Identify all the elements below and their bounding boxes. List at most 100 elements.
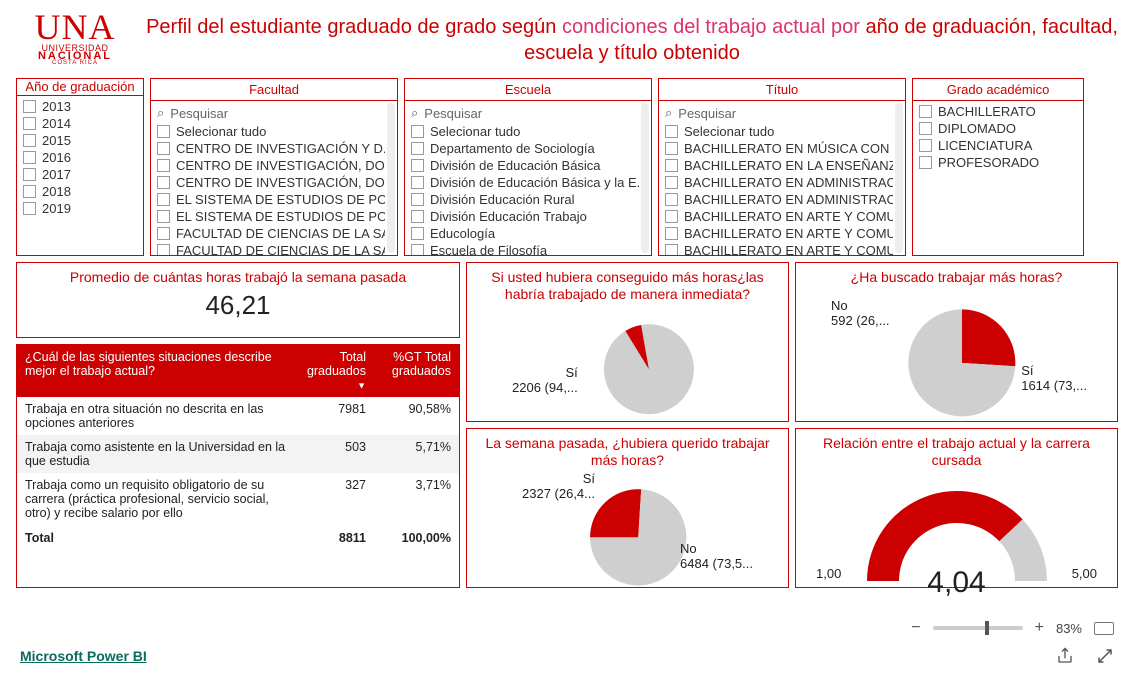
filter-facultad[interactable]: Facultad ⌕PesquisarSelecionar tudoCENTRO…: [150, 78, 398, 256]
checkbox-icon[interactable]: [157, 142, 170, 155]
checkbox-icon[interactable]: [23, 185, 36, 198]
pie-more-hours-immediate: Si usted hubiera conseguido más horas¿la…: [466, 262, 789, 422]
list-item[interactable]: 2015: [21, 132, 139, 149]
list-item[interactable]: BACHILLERATO EN ARTE Y COMUNI...: [663, 242, 893, 255]
checkbox-icon[interactable]: [157, 227, 170, 240]
list-item[interactable]: 2018: [21, 183, 139, 200]
checkbox-icon[interactable]: [665, 193, 678, 206]
list-item[interactable]: Educología: [409, 225, 639, 242]
search-input[interactable]: ⌕Pesquisar: [409, 103, 639, 123]
list-item[interactable]: FACULTAD DE CIENCIAS DE LA SA...: [155, 225, 385, 242]
checkbox-icon[interactable]: [23, 134, 36, 147]
search-input[interactable]: ⌕Pesquisar: [155, 103, 385, 123]
list-item[interactable]: División de Educación Básica y la E...: [409, 174, 639, 191]
checkbox-icon[interactable]: [23, 202, 36, 215]
zoom-out[interactable]: −: [911, 619, 920, 637]
checkbox-icon[interactable]: [157, 210, 170, 223]
checkbox-icon[interactable]: [411, 176, 424, 189]
fit-page-icon[interactable]: [1094, 622, 1114, 635]
checkbox-icon[interactable]: [411, 125, 424, 138]
zoom-slider[interactable]: [933, 626, 1023, 630]
share-icon[interactable]: [1056, 647, 1074, 665]
list-item[interactable]: División Educación Trabajo: [409, 208, 639, 225]
list-item[interactable]: CENTRO DE INVESTIGACIÓN, DO...: [155, 157, 385, 174]
filter-year[interactable]: Año de graduación 2013201420152016201720…: [16, 78, 144, 256]
list-item[interactable]: Selecionar tudo: [155, 123, 385, 140]
list-item[interactable]: PROFESORADO: [917, 154, 1079, 171]
checkbox-icon[interactable]: [665, 244, 678, 255]
list-item[interactable]: Departamento de Sociología: [409, 140, 639, 157]
checkbox-icon[interactable]: [157, 244, 170, 255]
list-item[interactable]: 2016: [21, 149, 139, 166]
list-item[interactable]: BACHILLERATO EN ARTE Y COMUNI...: [663, 208, 893, 225]
checkbox-icon[interactable]: [23, 100, 36, 113]
search-input[interactable]: ⌕Pesquisar: [663, 103, 893, 123]
checkbox-icon[interactable]: [157, 193, 170, 206]
search-icon: ⌕: [411, 105, 418, 121]
checkbox-icon[interactable]: [665, 159, 678, 172]
checkbox-icon[interactable]: [665, 210, 678, 223]
list-item[interactable]: BACHILLERATO EN ARTE Y COMUNI...: [663, 225, 893, 242]
checkbox-icon[interactable]: [411, 159, 424, 172]
table-row[interactable]: Trabaja en otra situación no descrita en…: [17, 397, 459, 435]
list-item[interactable]: EL SISTEMA DE ESTUDIOS DE POS...: [155, 191, 385, 208]
checkbox-icon[interactable]: [919, 122, 932, 135]
list-item[interactable]: FACULTAD DE CIENCIAS DE LA SA...: [155, 242, 385, 255]
gauge-value: 4,04: [927, 566, 985, 600]
list-item[interactable]: CENTRO DE INVESTIGACIÓN, DO...: [155, 174, 385, 191]
list-item[interactable]: División Educación Rural: [409, 191, 639, 208]
powerbi-link[interactable]: Microsoft Power BI: [20, 648, 147, 664]
table-row[interactable]: Trabaja como un requisito obligatorio de…: [17, 473, 459, 525]
col-label[interactable]: ¿Cuál de las siguientes situaciones desc…: [17, 345, 299, 397]
list-item[interactable]: BACHILLERATO: [917, 103, 1079, 120]
fullscreen-icon[interactable]: [1096, 647, 1114, 665]
kpi-hours: Promedio de cuántas horas trabajó la sem…: [16, 262, 460, 338]
table-row[interactable]: Trabaja como asistente en la Universidad…: [17, 435, 459, 473]
checkbox-icon[interactable]: [919, 156, 932, 169]
search-icon: ⌕: [665, 105, 672, 121]
checkbox-icon[interactable]: [157, 159, 170, 172]
col-pct[interactable]: %GT Total graduados: [374, 345, 459, 397]
checkbox-icon[interactable]: [23, 117, 36, 130]
checkbox-icon[interactable]: [411, 193, 424, 206]
filter-grado[interactable]: Grado académico BACHILLERATODIPLOMADOLIC…: [912, 78, 1084, 256]
list-item[interactable]: 2017: [21, 166, 139, 183]
checkbox-icon[interactable]: [411, 210, 424, 223]
list-item[interactable]: BACHILLERATO EN ADMINISTRACI...: [663, 174, 893, 191]
checkbox-icon[interactable]: [23, 168, 36, 181]
list-item[interactable]: 2019: [21, 200, 139, 217]
list-item[interactable]: EL SISTEMA DE ESTUDIOS DE POS...: [155, 208, 385, 225]
filter-titulo[interactable]: Título ⌕PesquisarSelecionar tudoBACHILLE…: [658, 78, 906, 256]
list-item[interactable]: BACHILLERATO EN ADMINISTRACI...: [663, 191, 893, 208]
checkbox-icon[interactable]: [665, 227, 678, 240]
list-item[interactable]: Escuela de Filosofía: [409, 242, 639, 255]
checkbox-icon[interactable]: [665, 125, 678, 138]
zoom-in[interactable]: +: [1035, 619, 1044, 637]
checkbox-icon[interactable]: [411, 227, 424, 240]
list-item[interactable]: CENTRO DE INVESTIGACIÓN Y D...: [155, 140, 385, 157]
list-item[interactable]: LICENCIATURA: [917, 137, 1079, 154]
list-item[interactable]: 2014: [21, 115, 139, 132]
filter-escuela[interactable]: Escuela ⌕PesquisarSelecionar tudoDeparta…: [404, 78, 652, 256]
gauge-relation: Relación entre el trabajo actual y la ca…: [795, 428, 1118, 588]
checkbox-icon[interactable]: [919, 139, 932, 152]
list-item[interactable]: DIPLOMADO: [917, 120, 1079, 137]
checkbox-icon[interactable]: [23, 151, 36, 164]
checkbox-icon[interactable]: [157, 176, 170, 189]
list-item[interactable]: Selecionar tudo: [663, 123, 893, 140]
list-item[interactable]: BACHILLERATO EN MÚSICA CON É...: [663, 140, 893, 157]
list-item[interactable]: División de Educación Básica: [409, 157, 639, 174]
list-item[interactable]: BACHILLERATO EN LA ENSEÑANZA ...: [663, 157, 893, 174]
checkbox-icon[interactable]: [411, 244, 424, 255]
situation-table: ¿Cuál de las siguientes situaciones desc…: [16, 344, 460, 588]
checkbox-icon[interactable]: [919, 105, 932, 118]
checkbox-icon[interactable]: [157, 125, 170, 138]
checkbox-icon[interactable]: [665, 142, 678, 155]
list-item[interactable]: Selecionar tudo: [409, 123, 639, 140]
list-item[interactable]: 2013: [21, 98, 139, 115]
kpi-hours-value: 46,21: [17, 288, 459, 327]
filters-row: Año de graduación 2013201420152016201720…: [16, 78, 1118, 256]
checkbox-icon[interactable]: [665, 176, 678, 189]
checkbox-icon[interactable]: [411, 142, 424, 155]
col-total[interactable]: Total graduados ▼: [299, 345, 374, 397]
